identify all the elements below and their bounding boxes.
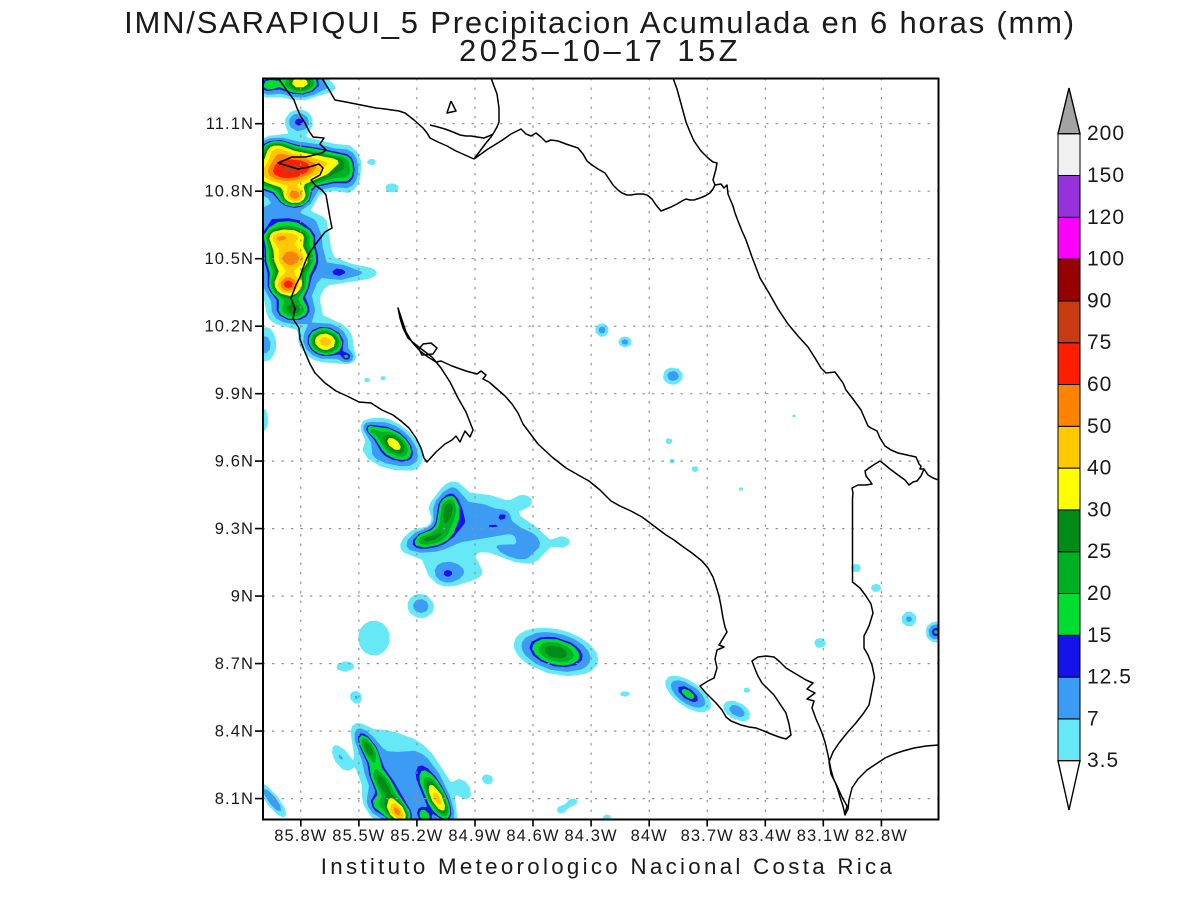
svg-text:40: 40	[1087, 457, 1112, 480]
svg-text:30: 30	[1087, 498, 1112, 521]
svg-text:60: 60	[1087, 373, 1112, 396]
svg-text:120: 120	[1087, 206, 1125, 229]
svg-text:15: 15	[1087, 624, 1112, 647]
svg-text:9.6N: 9.6N	[215, 453, 254, 471]
svg-text:82.8W: 82.8W	[855, 827, 908, 845]
svg-text:9N: 9N	[231, 588, 254, 606]
svg-text:Instituto Meteorologico Nacion: Instituto Meteorologico Nacional Costa R…	[321, 854, 895, 879]
svg-text:2025–10–17 15Z: 2025–10–17 15Z	[459, 33, 741, 68]
svg-text:200: 200	[1087, 122, 1125, 145]
svg-text:IMN/SARAPIQUI_5 Precipitacion: IMN/SARAPIQUI_5 Precipitacion Acumulada …	[124, 5, 1076, 40]
svg-text:100: 100	[1087, 248, 1125, 271]
svg-text:85.8W: 85.8W	[274, 827, 327, 845]
svg-text:84.3W: 84.3W	[565, 827, 618, 845]
svg-text:11.1N: 11.1N	[206, 115, 254, 133]
svg-text:75: 75	[1087, 331, 1112, 354]
svg-text:84W: 84W	[631, 827, 668, 845]
svg-text:85.2W: 85.2W	[390, 827, 443, 845]
svg-text:85.5W: 85.5W	[332, 827, 385, 845]
svg-text:83.4W: 83.4W	[739, 827, 792, 845]
svg-text:10.5N: 10.5N	[204, 250, 254, 268]
svg-text:7: 7	[1087, 707, 1100, 730]
svg-text:83.1W: 83.1W	[797, 827, 850, 845]
svg-text:84.6W: 84.6W	[506, 827, 559, 845]
svg-text:10.8N: 10.8N	[204, 183, 254, 201]
svg-text:8.7N: 8.7N	[215, 655, 254, 673]
svg-text:90: 90	[1087, 289, 1112, 312]
svg-text:20: 20	[1087, 582, 1112, 605]
svg-text:10.2N: 10.2N	[204, 318, 254, 336]
svg-text:12.5: 12.5	[1087, 666, 1132, 689]
svg-text:84.9W: 84.9W	[448, 827, 501, 845]
svg-text:8.1N: 8.1N	[215, 790, 254, 808]
svg-text:50: 50	[1087, 415, 1112, 438]
svg-text:8.4N: 8.4N	[215, 723, 254, 741]
svg-text:150: 150	[1087, 164, 1125, 187]
svg-text:3.5: 3.5	[1087, 749, 1119, 772]
svg-text:83.7W: 83.7W	[681, 827, 734, 845]
svg-text:9.9N: 9.9N	[215, 385, 254, 403]
svg-text:9.3N: 9.3N	[215, 520, 254, 538]
svg-text:25: 25	[1087, 540, 1112, 563]
